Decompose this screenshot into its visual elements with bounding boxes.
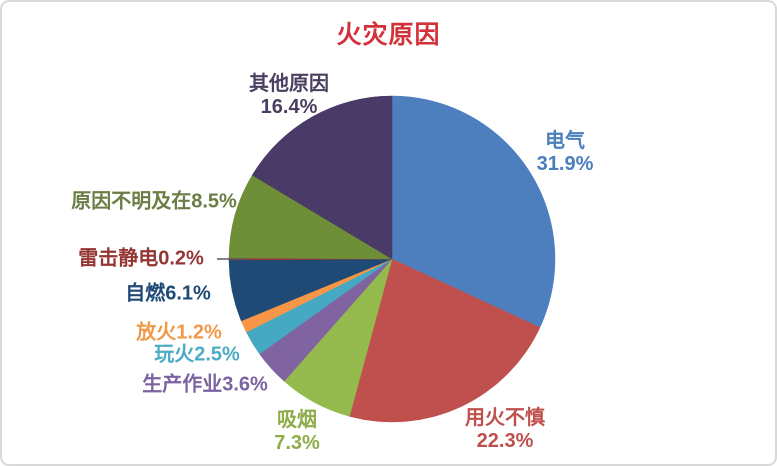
slice-label-name: 玩火 <box>154 343 195 366</box>
slice-label-pct: 2.5% <box>194 343 240 366</box>
pie-slice-用火不慎 <box>349 258 541 423</box>
slice-label-other-causes: 其他原因 16.4% <box>249 73 329 119</box>
pie-slice-原因不明及在 <box>228 174 393 260</box>
slice-label-smoking: 吸烟 7.3% <box>274 409 320 455</box>
slice-label-name: 雷击静电 <box>78 247 159 270</box>
slice-label-name: 原因不明及在 <box>71 190 192 213</box>
slice-label-playing-with-fire: 玩火2.5% <box>154 344 240 367</box>
slice-label-lightning-static: 雷击静电0.2% <box>78 248 204 271</box>
pie-slice-电气 <box>391 95 556 328</box>
slice-label-name: 用火不慎 <box>465 407 545 429</box>
slice-label-name: 其他原因 <box>249 73 329 95</box>
slice-label-pct: 1.2% <box>176 321 222 344</box>
slice-label-name: 放火 <box>136 321 177 344</box>
slice-label-name: 电气 <box>545 130 585 152</box>
pie-slices <box>228 95 556 423</box>
slice-label-spontaneous-combustion: 自燃6.1% <box>125 283 211 306</box>
chart-title: 火灾原因 <box>336 21 441 49</box>
slice-label-electrical: 电气 31.9% <box>537 130 594 176</box>
slice-label-name: 自燃 <box>125 282 166 305</box>
slice-label-pct: 16.4% <box>260 96 318 118</box>
slice-label-careless-fire-use: 用火不慎 22.3% <box>465 407 545 453</box>
slice-label-unknown-cause: 原因不明及在8.5% <box>71 191 237 214</box>
pie-slice-其他原因 <box>251 95 393 260</box>
slice-label-pct: 6.1% <box>165 282 211 305</box>
slice-label-name: 吸烟 <box>277 409 317 431</box>
slice-label-pct: 7.3% <box>274 432 320 454</box>
slice-label-pct: 31.9% <box>536 153 594 175</box>
slice-label-pct: 0.2% <box>158 247 204 270</box>
slice-label-name: 生产作业 <box>142 373 223 396</box>
slice-label-production-work: 生产作业3.6% <box>142 374 268 397</box>
slice-label-pct: 22.3% <box>476 430 534 452</box>
slice-label-pct: 8.5% <box>191 190 237 213</box>
slice-label-pct: 3.6% <box>222 373 268 396</box>
slice-label-arson: 放火1.2% <box>136 322 222 345</box>
